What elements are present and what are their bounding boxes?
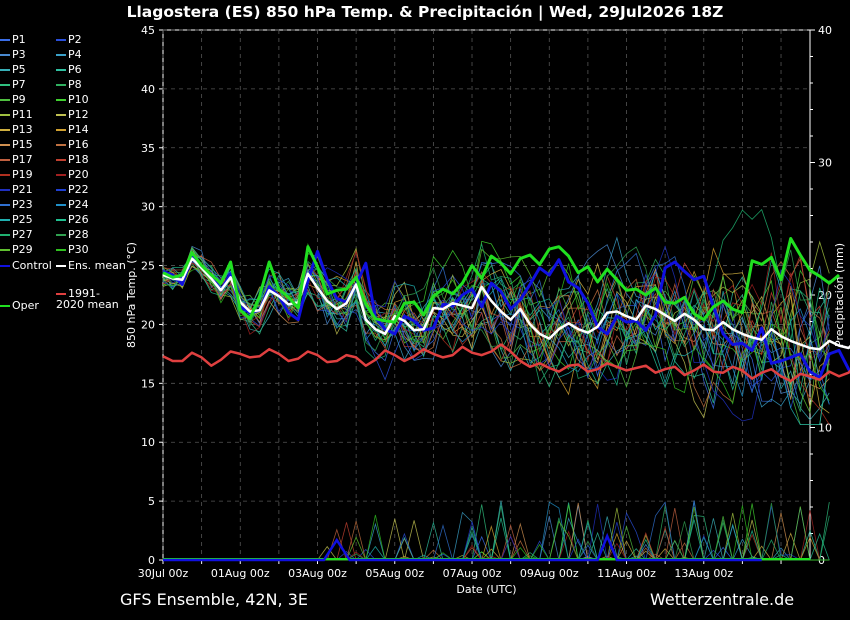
tick-label-y2: 30 [818,157,832,170]
legend-item-p7: P7 [0,77,26,92]
legend-item-p10: P10 [56,92,89,107]
tick-label-y: 20 [141,318,155,331]
legend-item-p22: P22 [56,182,89,197]
member-line-p20 [162,250,830,365]
legend-item-p20: P20 [56,167,89,182]
x-axis-label: Date (UTC) [456,583,516,596]
legend-item-p8: P8 [56,77,82,92]
member-line-p21 [162,245,830,422]
tick-label-y: 15 [141,377,155,390]
legend-item-oper: Oper [0,298,39,313]
legend-item-p6: P6 [56,62,82,77]
legend-item-p28: P28 [56,227,89,242]
tick-label-y: 30 [141,201,155,214]
legend-item-p24: P24 [56,197,89,212]
series-line-control [162,249,850,379]
legend-item-p4: P4 [56,47,82,62]
legend-item-p2: P2 [56,32,82,47]
tick-label-y: 35 [141,142,155,155]
model-label: GFS Ensemble, 42N, 3E [120,590,308,609]
member-line-p3 [162,244,830,394]
legend-item-p25: P25 [0,212,33,227]
legend-item-p19: P19 [0,167,33,182]
series-line-1991-2020-mean [162,343,850,383]
member-line-p13 [162,248,830,414]
tick-label-x: 03Aug 00z [288,567,347,580]
tick-label-y: 10 [141,436,155,449]
tick-label-x: 07Aug 00z [443,567,502,580]
legend-item-p5: P5 [0,62,26,77]
tick-label-y: 45 [141,24,155,37]
legend-item-p30: P30 [56,242,89,257]
series-line-oper [162,237,840,324]
y-axis-label: 850 hPa Temp. (°C) [125,242,138,348]
tick-label-y: 25 [141,260,155,273]
legend-item-p3: P3 [0,47,26,62]
legend-item-p17: P17 [0,152,33,167]
legend-item-p14: P14 [56,122,89,137]
tick-label-y2: 40 [818,24,832,37]
tick-label-y: 40 [141,83,155,96]
legend-item-1991-2020-mean: 1991-2020 mean [56,287,119,311]
legend-item-p18: P18 [56,152,89,167]
tick-label-y: 0 [148,554,155,567]
legend-item-p16: P16 [56,137,89,152]
member-precip-p20 [163,510,830,561]
legend-item-p15: P15 [0,137,33,152]
member-line-p10 [162,240,830,371]
tick-label-x: 01Aug 00z [211,567,270,580]
tick-label-x: 11Aug 00z [597,567,656,580]
control-precip-line [163,532,762,562]
legend-item-p13: P13 [0,122,33,137]
tick-label-y2: 10 [818,422,832,435]
tick-label-x: 13Aug 00z [674,567,733,580]
legend-item-p21: P21 [0,182,33,197]
tick-label-x: 05Aug 00z [365,567,424,580]
tick-label-y2: 0 [818,554,825,567]
legend-item-ens-mean: Ens. mean [56,258,126,273]
legend-item-p1: P1 [0,32,26,47]
site-label: Wetterzentrale.de [650,590,795,609]
chart-title: Llagostera (ES) 850 hPa Temp. & Precipit… [126,3,724,21]
legend-item-p23: P23 [0,197,33,212]
legend-item-p11: P11 [0,107,33,122]
tick-label-x: 09Aug 00z [520,567,579,580]
legend-item-p9: P9 [0,92,26,107]
series-line-ens-mean [162,257,850,351]
member-line-p26 [162,256,830,392]
y2-axis-label: Precipitación (mm) [833,243,846,347]
tick-label-y: 5 [148,495,155,508]
tick-label-x: 30Jul 00z [138,567,189,580]
legend-item-p27: P27 [0,227,33,242]
legend-item-p29: P29 [0,242,33,257]
legend-item-control: Control [0,258,52,273]
legend-item-p26: P26 [56,212,89,227]
member-line-p24 [162,257,830,404]
legend-item-p12: P12 [56,107,89,122]
